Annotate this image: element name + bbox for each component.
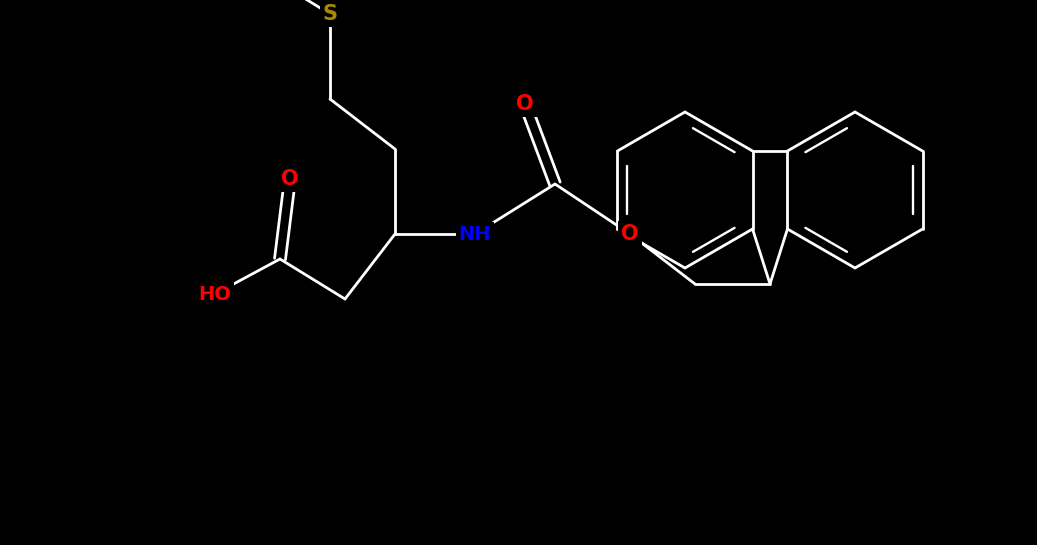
Text: O: O xyxy=(516,94,534,114)
Text: NH: NH xyxy=(458,225,492,244)
Text: S: S xyxy=(323,4,337,24)
Text: O: O xyxy=(621,224,639,244)
Text: O: O xyxy=(281,169,299,189)
Text: HO: HO xyxy=(198,284,231,304)
